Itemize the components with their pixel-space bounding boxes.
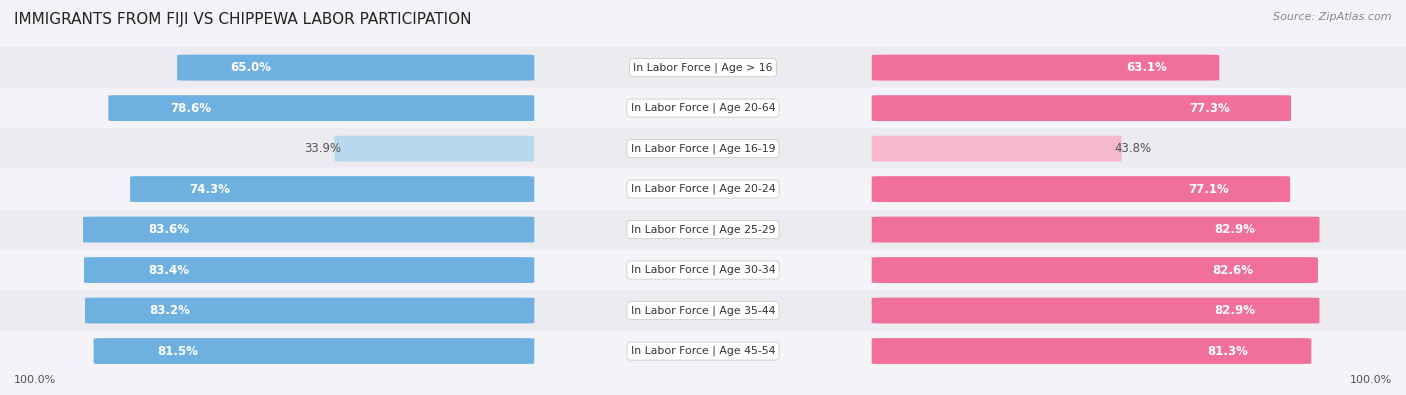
Text: In Labor Force | Age 30-34: In Labor Force | Age 30-34 xyxy=(631,265,775,275)
FancyBboxPatch shape xyxy=(84,297,534,324)
FancyBboxPatch shape xyxy=(83,216,534,243)
Text: In Labor Force | Age 45-54: In Labor Force | Age 45-54 xyxy=(631,346,775,356)
Text: 82.9%: 82.9% xyxy=(1213,304,1256,317)
Text: 82.6%: 82.6% xyxy=(1213,263,1254,276)
Text: 81.5%: 81.5% xyxy=(157,344,198,357)
Text: Source: ZipAtlas.com: Source: ZipAtlas.com xyxy=(1274,12,1392,22)
FancyBboxPatch shape xyxy=(872,95,1291,121)
FancyBboxPatch shape xyxy=(335,135,534,162)
FancyBboxPatch shape xyxy=(872,257,1317,283)
Text: 82.9%: 82.9% xyxy=(1213,223,1256,236)
Text: 83.6%: 83.6% xyxy=(148,223,188,236)
FancyBboxPatch shape xyxy=(872,55,1219,81)
Text: 74.3%: 74.3% xyxy=(190,182,231,196)
FancyBboxPatch shape xyxy=(872,297,1319,324)
FancyBboxPatch shape xyxy=(0,87,1406,129)
FancyBboxPatch shape xyxy=(872,216,1319,243)
FancyBboxPatch shape xyxy=(108,95,534,121)
Text: In Labor Force | Age > 16: In Labor Force | Age > 16 xyxy=(633,62,773,73)
FancyBboxPatch shape xyxy=(0,330,1406,372)
Text: 83.4%: 83.4% xyxy=(149,263,190,276)
FancyBboxPatch shape xyxy=(177,55,534,81)
Text: 83.2%: 83.2% xyxy=(149,304,190,317)
Text: In Labor Force | Age 20-24: In Labor Force | Age 20-24 xyxy=(631,184,775,194)
FancyBboxPatch shape xyxy=(872,338,1312,364)
Text: 43.8%: 43.8% xyxy=(1115,142,1152,155)
Text: 78.6%: 78.6% xyxy=(170,102,211,115)
Text: 33.9%: 33.9% xyxy=(305,142,342,155)
FancyBboxPatch shape xyxy=(0,168,1406,210)
Text: 100.0%: 100.0% xyxy=(14,374,56,385)
Text: In Labor Force | Age 16-19: In Labor Force | Age 16-19 xyxy=(631,143,775,154)
FancyBboxPatch shape xyxy=(0,128,1406,169)
Text: IMMIGRANTS FROM FIJI VS CHIPPEWA LABOR PARTICIPATION: IMMIGRANTS FROM FIJI VS CHIPPEWA LABOR P… xyxy=(14,12,471,27)
Text: In Labor Force | Age 20-64: In Labor Force | Age 20-64 xyxy=(631,103,775,113)
Text: 77.1%: 77.1% xyxy=(1188,182,1229,196)
FancyBboxPatch shape xyxy=(0,47,1406,88)
FancyBboxPatch shape xyxy=(0,290,1406,331)
FancyBboxPatch shape xyxy=(0,249,1406,291)
FancyBboxPatch shape xyxy=(84,257,534,283)
FancyBboxPatch shape xyxy=(872,176,1291,202)
Text: 77.3%: 77.3% xyxy=(1189,102,1230,115)
Text: 63.1%: 63.1% xyxy=(1126,61,1167,74)
FancyBboxPatch shape xyxy=(872,135,1122,162)
FancyBboxPatch shape xyxy=(94,338,534,364)
FancyBboxPatch shape xyxy=(131,176,534,202)
Text: 65.0%: 65.0% xyxy=(231,61,271,74)
Text: 81.3%: 81.3% xyxy=(1206,344,1249,357)
Text: 100.0%: 100.0% xyxy=(1350,374,1392,385)
Text: In Labor Force | Age 35-44: In Labor Force | Age 35-44 xyxy=(631,305,775,316)
FancyBboxPatch shape xyxy=(0,209,1406,250)
Text: In Labor Force | Age 25-29: In Labor Force | Age 25-29 xyxy=(631,224,775,235)
